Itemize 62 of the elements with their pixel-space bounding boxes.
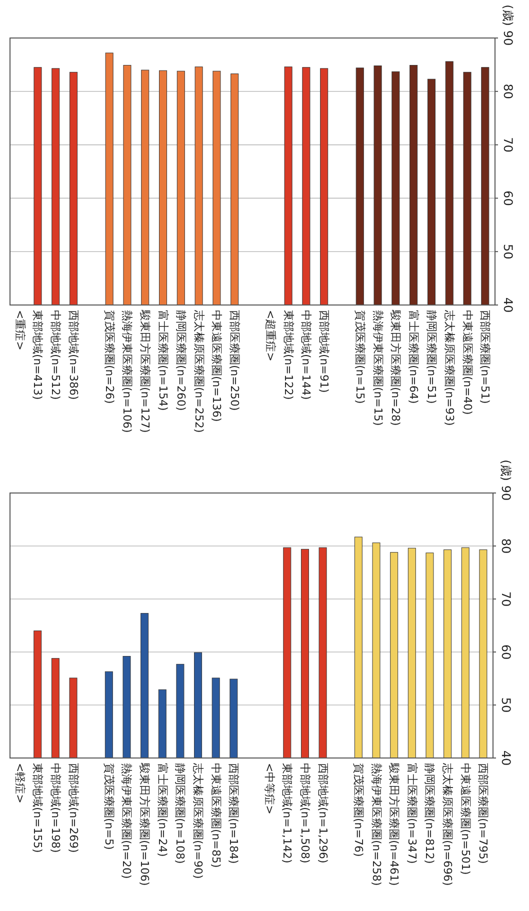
x-tick-label: 静岡医療圏(n=812) xyxy=(423,763,436,864)
x-tick-label: 静岡医療圏(n=260) xyxy=(174,310,188,411)
x-tick-label: 中東遠医療圏(n=501) xyxy=(458,763,472,875)
x-tick-label: 東部地域(n=1,142) xyxy=(280,763,294,864)
y-tick-label: 40 xyxy=(501,297,515,313)
x-tick-label: 賀茂医療圏(n=5) xyxy=(102,763,116,850)
x-tick-label: 中東遠医療圏(n=40) xyxy=(460,310,474,415)
x-tick-label: 中東遠医療圏(n=85) xyxy=(209,763,222,868)
y-tick-label: 90 xyxy=(501,30,515,46)
x-tick-label: 東部地域(n=122) xyxy=(282,310,295,400)
x-tick-label: 西部医療圏(n=51) xyxy=(478,310,492,404)
x-tick-label: 中部地域(n=198) xyxy=(48,763,62,853)
y-axis-title: (歳) xyxy=(499,460,513,481)
y-tick-label: 80 xyxy=(501,84,515,100)
x-tick-label: 中部地域(n=512) xyxy=(49,310,62,400)
y-tick-label: 60 xyxy=(501,190,515,206)
y-tick-label: 40 xyxy=(499,750,513,766)
x-tick-label: 静岡医療圏(n=51) xyxy=(424,310,438,404)
y-tick-label: 70 xyxy=(499,591,513,607)
y-tick-label: 70 xyxy=(501,137,515,152)
x-tick-label: 志太榛原医療圏(n=696) xyxy=(441,763,454,886)
x-tick-label: 志太榛原医療圏(n=93) xyxy=(442,310,456,426)
x-tick-label: 東部地域(n=155) xyxy=(31,763,44,853)
x-tick-label: <超重症> xyxy=(264,310,277,362)
x-tick-label: 西部医療圏(n=795) xyxy=(476,763,490,864)
x-tick-label: 西部地域(n=1,296) xyxy=(316,763,330,864)
x-tick-label: 中部地域(n=1,508) xyxy=(298,763,312,864)
x-tick-label: 静岡医療圏(n=108) xyxy=(174,763,187,864)
x-tick-label: 熱海伊東医療圏(n=258) xyxy=(370,763,383,886)
x-tick-label: 賀茂医療圏(n=26) xyxy=(102,310,116,404)
y-tick-label: 50 xyxy=(499,697,513,713)
x-tick-label: 駿東田方医療圏(n=461) xyxy=(388,762,401,886)
x-tick-label: 熱海伊東医療圏(n=20) xyxy=(120,763,134,879)
x-tick-label: 西部医療圏(n=250) xyxy=(228,310,242,411)
x-tick-label: 中部地域(n=144) xyxy=(300,310,313,400)
x-tick-label: 富士医療圏(n=64) xyxy=(407,310,420,404)
x-tick-label: 熱海伊東医療圏(n=15) xyxy=(371,310,384,426)
y-tick-label: 80 xyxy=(499,538,513,554)
x-tick-label: 富士医療圏(n=347) xyxy=(405,763,418,864)
y-tick-label: 50 xyxy=(501,244,515,260)
x-tick-label: 駿東田方医療圏(n=127) xyxy=(138,309,152,433)
x-tick-label: 富士医療圏(n=24) xyxy=(156,763,169,857)
y-tick-label: 90 xyxy=(499,485,513,501)
x-tick-label: 賀茂医療圏(n=76) xyxy=(352,763,365,857)
x-tick-label: <重症> xyxy=(13,310,26,350)
x-tick-label: 賀茂医療圏(n=15) xyxy=(353,310,366,404)
x-tick-label: 富士医療圏(n=154) xyxy=(156,310,170,411)
x-tick-label: 西部地域(n=91) xyxy=(318,310,331,393)
x-tick-label: 志太榛原医療圏(n=90) xyxy=(192,763,205,879)
x-tick-label: 中東遠医療圏(n=136) xyxy=(210,310,224,422)
x-tick-label: 西部地域(n=386) xyxy=(67,310,80,400)
x-tick-label: 東部地域(n=413) xyxy=(31,310,44,400)
x-tick-label: 熱海伊東医療圏(n=106) xyxy=(120,310,134,433)
x-tick-label: <軽症> xyxy=(13,763,26,804)
x-tick-label: 志太榛原医療圏(n=252) xyxy=(192,310,206,433)
x-tick-label: 西部医療圏(n=184) xyxy=(227,763,240,864)
y-tick-label: 60 xyxy=(499,644,513,660)
y-axis-title: (歳) xyxy=(501,4,515,26)
x-tick-label: 駿東田方医療圏(n=28) xyxy=(389,309,402,426)
x-tick-label: 西部地域(n=269) xyxy=(66,763,80,853)
x-tick-label: <中等症> xyxy=(262,763,276,814)
x-tick-label: 駿東田方医療圏(n=106) xyxy=(138,762,152,886)
